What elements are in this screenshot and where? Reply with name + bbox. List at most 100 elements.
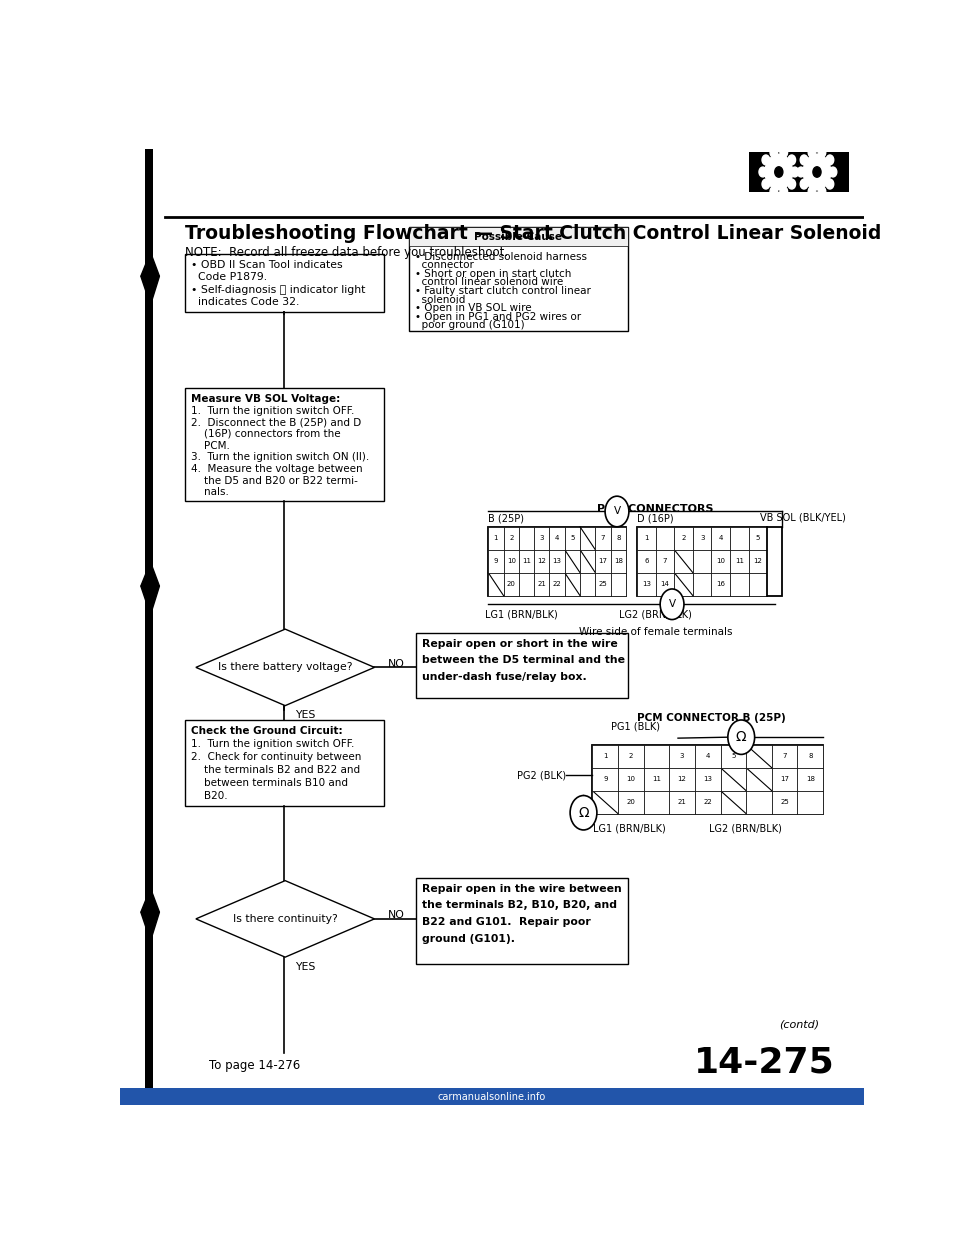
- Text: 3: 3: [700, 535, 705, 542]
- Text: 25: 25: [780, 799, 789, 805]
- FancyBboxPatch shape: [504, 573, 518, 596]
- FancyBboxPatch shape: [721, 745, 746, 768]
- Circle shape: [791, 166, 799, 176]
- Text: 18: 18: [805, 776, 815, 782]
- FancyBboxPatch shape: [184, 255, 384, 312]
- FancyBboxPatch shape: [637, 573, 656, 596]
- Text: To page 14-276: To page 14-276: [209, 1058, 300, 1072]
- Circle shape: [762, 179, 770, 189]
- FancyBboxPatch shape: [644, 791, 669, 814]
- Polygon shape: [196, 630, 374, 705]
- Circle shape: [797, 166, 804, 176]
- FancyBboxPatch shape: [595, 550, 611, 573]
- Text: NO: NO: [388, 658, 405, 668]
- FancyBboxPatch shape: [518, 527, 534, 550]
- Text: between the D5 terminal and the: between the D5 terminal and the: [422, 656, 625, 666]
- FancyBboxPatch shape: [637, 527, 767, 596]
- Circle shape: [829, 166, 837, 176]
- Text: (16P) connectors from the: (16P) connectors from the: [191, 428, 340, 438]
- Text: 20: 20: [627, 799, 636, 805]
- Circle shape: [762, 155, 770, 165]
- Text: Possible Cause: Possible Cause: [474, 232, 563, 242]
- FancyBboxPatch shape: [749, 152, 849, 193]
- FancyBboxPatch shape: [580, 550, 595, 573]
- Text: Ω: Ω: [578, 806, 588, 820]
- Text: 18: 18: [613, 558, 623, 564]
- FancyBboxPatch shape: [695, 791, 721, 814]
- Circle shape: [801, 179, 808, 189]
- Text: 17: 17: [780, 776, 789, 782]
- FancyBboxPatch shape: [746, 745, 772, 768]
- FancyBboxPatch shape: [595, 527, 611, 550]
- FancyBboxPatch shape: [749, 550, 767, 573]
- Text: LG2 (BRN/BLK): LG2 (BRN/BLK): [619, 610, 692, 620]
- Text: between terminals B10 and: between terminals B10 and: [191, 777, 348, 787]
- Text: 3: 3: [680, 754, 684, 759]
- Text: nals.: nals.: [191, 487, 228, 497]
- FancyBboxPatch shape: [693, 550, 711, 573]
- FancyBboxPatch shape: [145, 149, 154, 1105]
- FancyBboxPatch shape: [534, 550, 549, 573]
- Circle shape: [813, 166, 821, 178]
- Circle shape: [728, 720, 755, 754]
- FancyBboxPatch shape: [644, 768, 669, 791]
- Circle shape: [808, 148, 816, 158]
- Text: NOTE:  Record all freeze data before you troubleshoot.: NOTE: Record all freeze data before you …: [184, 246, 508, 258]
- Text: 22: 22: [553, 581, 562, 587]
- FancyBboxPatch shape: [656, 527, 674, 550]
- FancyBboxPatch shape: [798, 768, 823, 791]
- Text: under-dash fuse/relay box.: under-dash fuse/relay box.: [422, 672, 587, 682]
- Text: • Open in VB SOL wire: • Open in VB SOL wire: [415, 303, 531, 313]
- FancyBboxPatch shape: [772, 768, 798, 791]
- FancyBboxPatch shape: [674, 527, 693, 550]
- FancyBboxPatch shape: [595, 573, 611, 596]
- FancyBboxPatch shape: [711, 527, 730, 550]
- FancyBboxPatch shape: [711, 573, 730, 596]
- Polygon shape: [141, 276, 159, 306]
- FancyBboxPatch shape: [549, 550, 564, 573]
- FancyBboxPatch shape: [772, 745, 798, 768]
- Text: 3: 3: [540, 535, 544, 542]
- Text: the terminals B2 and B22 and: the terminals B2 and B22 and: [191, 765, 360, 775]
- Text: 11: 11: [522, 558, 531, 564]
- Text: NO: NO: [388, 910, 405, 920]
- Text: • OBD II Scan Tool indicates: • OBD II Scan Tool indicates: [191, 260, 343, 270]
- Text: PG2 (BLK): PG2 (BLK): [517, 770, 566, 780]
- Text: Wire side of female terminals: Wire side of female terminals: [579, 627, 732, 637]
- FancyBboxPatch shape: [656, 573, 674, 596]
- FancyBboxPatch shape: [746, 768, 772, 791]
- Text: 7: 7: [662, 558, 667, 564]
- Circle shape: [788, 179, 796, 189]
- Text: 2: 2: [629, 754, 633, 759]
- Text: (contd): (contd): [780, 1020, 820, 1030]
- FancyBboxPatch shape: [695, 768, 721, 791]
- Text: 2.  Check for continuity between: 2. Check for continuity between: [191, 751, 361, 761]
- Text: 2: 2: [509, 535, 514, 542]
- Text: LG1 (BRN/BLK): LG1 (BRN/BLK): [486, 610, 558, 620]
- Circle shape: [770, 148, 778, 158]
- FancyBboxPatch shape: [711, 550, 730, 573]
- Text: 5: 5: [756, 535, 760, 542]
- Text: Ω: Ω: [736, 730, 747, 744]
- Polygon shape: [141, 252, 159, 276]
- FancyBboxPatch shape: [416, 878, 628, 964]
- Circle shape: [780, 148, 787, 158]
- FancyBboxPatch shape: [592, 791, 618, 814]
- Circle shape: [826, 155, 833, 165]
- FancyBboxPatch shape: [798, 745, 823, 768]
- FancyBboxPatch shape: [746, 791, 772, 814]
- Circle shape: [801, 155, 808, 165]
- Text: LG2 (BRN/BLK): LG2 (BRN/BLK): [708, 823, 781, 833]
- Text: 4: 4: [555, 535, 560, 542]
- Text: indicates Code 32.: indicates Code 32.: [191, 297, 300, 307]
- Text: 5: 5: [732, 754, 735, 759]
- Text: 20: 20: [507, 581, 516, 587]
- Text: Measure VB SOL Voltage:: Measure VB SOL Voltage:: [191, 394, 340, 404]
- Text: 21: 21: [538, 581, 546, 587]
- FancyBboxPatch shape: [564, 550, 580, 573]
- Text: 25: 25: [599, 581, 608, 587]
- Polygon shape: [141, 586, 159, 615]
- Text: B22 and G101.  Repair poor: B22 and G101. Repair poor: [422, 917, 590, 927]
- FancyBboxPatch shape: [592, 745, 618, 768]
- FancyBboxPatch shape: [669, 791, 695, 814]
